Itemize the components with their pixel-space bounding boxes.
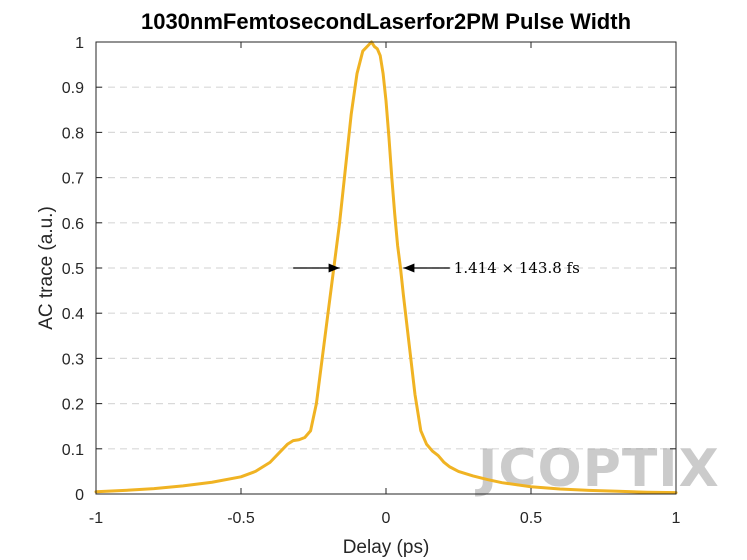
chart-title: 1030nmFemtosecondLaserfor2PM Pulse Width xyxy=(141,9,631,34)
x-axis-label: Delay (ps) xyxy=(343,537,430,558)
left-arrow-head xyxy=(328,263,340,273)
x-tick-label: 0.5 xyxy=(520,510,542,527)
y-tick-label: 0.5 xyxy=(62,261,84,278)
series-line xyxy=(94,40,678,495)
grid-lines xyxy=(96,86,676,450)
y-tick-label: 1 xyxy=(75,35,84,52)
x-tick-label: 1 xyxy=(672,510,681,527)
y-tick-label: 0.1 xyxy=(62,442,84,459)
x-tick-label: -0.5 xyxy=(227,510,255,527)
y-tick-label: 0 xyxy=(75,487,84,504)
y-axis-label: AC trace (a.u.) xyxy=(36,206,57,330)
fwhm-annotation: 1.414 × 143.8 fs xyxy=(454,259,580,277)
watermark-logo: JCOPTIX xyxy=(475,439,720,499)
series-layer xyxy=(94,40,678,495)
y-tick-label: 0.4 xyxy=(62,306,84,323)
annotation-layer: 1.414 × 143.8 fs xyxy=(293,259,580,277)
y-tick-label: 0.6 xyxy=(62,216,84,233)
y-tick-label: 0.8 xyxy=(62,125,84,142)
right-arrow-head xyxy=(403,263,415,273)
y-tick-label: 0.3 xyxy=(62,351,84,368)
watermark-layer: JCOPTIX xyxy=(475,439,720,499)
tick-labels: -1 -0.5 0 0.5 1 0 0.1 0.2 0.3 0.4 0.5 0.6 0.7 0.8 0.9 1 xyxy=(62,35,681,527)
x-tick-label: -1 xyxy=(89,510,103,527)
y-tick-label: 0.7 xyxy=(62,171,84,188)
x-tick-label: 0 xyxy=(382,510,391,527)
y-tick-label: 0.2 xyxy=(62,397,84,414)
y-tick-label: 0.9 xyxy=(62,80,84,97)
axes xyxy=(95,41,677,495)
